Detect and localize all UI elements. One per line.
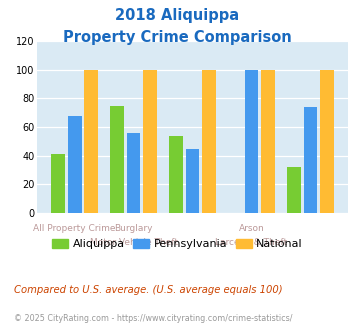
Bar	[320, 70, 334, 213]
Bar	[51, 154, 65, 213]
Text: 2018 Aliquippa: 2018 Aliquippa	[115, 8, 240, 23]
Bar	[127, 133, 141, 213]
Text: © 2025 CityRating.com - https://www.cityrating.com/crime-statistics/: © 2025 CityRating.com - https://www.city…	[14, 314, 293, 323]
Bar	[169, 136, 183, 213]
Text: Arson: Arson	[239, 224, 264, 233]
Text: Larceny & Theft: Larceny & Theft	[215, 238, 288, 247]
Bar	[287, 167, 301, 213]
Text: Property Crime Comparison: Property Crime Comparison	[63, 30, 292, 45]
Bar	[186, 148, 200, 213]
Bar	[68, 115, 82, 213]
Legend: Aliquippa, Pennsylvania, National: Aliquippa, Pennsylvania, National	[48, 234, 307, 253]
Bar	[261, 70, 275, 213]
Bar	[202, 70, 216, 213]
Bar	[143, 70, 157, 213]
Bar	[84, 70, 98, 213]
Bar	[304, 107, 317, 213]
Bar	[110, 106, 124, 213]
Text: All Property Crime: All Property Crime	[33, 224, 116, 233]
Text: Motor Vehicle Theft: Motor Vehicle Theft	[90, 238, 178, 247]
Text: Compared to U.S. average. (U.S. average equals 100): Compared to U.S. average. (U.S. average …	[14, 285, 283, 295]
Bar	[245, 70, 258, 213]
Text: Burglary: Burglary	[114, 224, 153, 233]
